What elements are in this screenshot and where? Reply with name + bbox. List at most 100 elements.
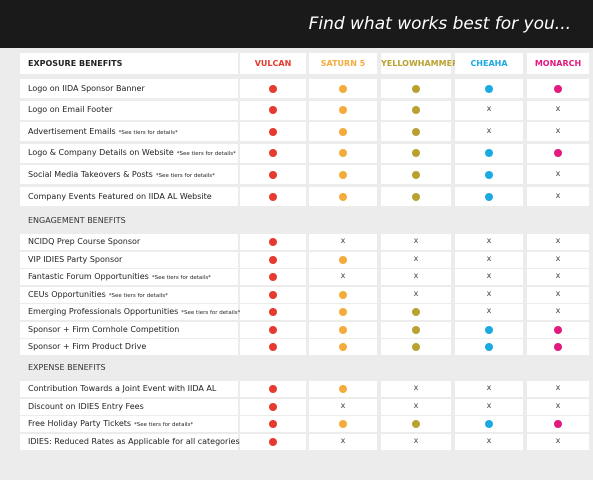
tier-x: x xyxy=(486,271,492,280)
tier-x: x xyxy=(413,288,419,298)
row-label: NCIDQ Prep Course Sponsor xyxy=(28,237,141,246)
tier-dot xyxy=(339,149,347,158)
tier-x: x xyxy=(555,125,561,135)
row-label: VIP IDIES Party Sponsor xyxy=(28,254,123,264)
tier-dot xyxy=(412,127,420,136)
tier-x: x xyxy=(555,104,561,114)
section-title: ENGAGEMENT BENEFITS xyxy=(28,216,126,225)
tier-x: x xyxy=(486,306,492,315)
tier-name: MONARCH xyxy=(534,59,582,68)
tier-dot xyxy=(339,106,347,115)
tier-cell xyxy=(527,304,589,320)
tier-dot xyxy=(269,402,277,411)
row-label-cell xyxy=(20,122,238,142)
row-label-cell xyxy=(20,416,238,432)
row-label: Discount on IDIES Entry Fees xyxy=(28,401,144,411)
tier-dot xyxy=(412,192,420,201)
row-note: *See tiers for details* xyxy=(118,129,178,136)
tier-dot xyxy=(269,84,277,93)
row-note: *See tiers for details* xyxy=(181,310,241,316)
tier-cell xyxy=(527,269,589,285)
tier-cell xyxy=(527,398,589,415)
tier-cell xyxy=(455,381,523,397)
tier-dot xyxy=(339,192,347,201)
tier-x: x xyxy=(413,435,419,445)
tier-x: x xyxy=(486,104,492,114)
tier-cell xyxy=(455,100,523,120)
section-title: EXPENSE BENEFITS xyxy=(28,363,106,372)
tier-dot xyxy=(485,420,493,428)
row-label: Fantastic Forum Opportunities *See tiers … xyxy=(28,272,211,281)
row-label-cell xyxy=(20,187,238,206)
header-title: Find what works best for you... xyxy=(308,14,571,34)
tier-dot xyxy=(269,192,277,201)
tier-cell xyxy=(455,286,523,303)
tier-x: x xyxy=(340,400,346,410)
header-cell xyxy=(20,53,238,74)
tier-cell xyxy=(381,433,451,450)
tier-x: x xyxy=(555,288,561,298)
tier-dot xyxy=(269,238,277,246)
tier-x: x xyxy=(413,400,419,410)
tier-cell xyxy=(527,251,589,268)
tier-x: x xyxy=(555,306,561,315)
tier-cell xyxy=(381,398,451,415)
row-label: Social Media Takeovers & Posts *See tiers… xyxy=(28,169,215,179)
row-note: *See tiers for details* xyxy=(134,422,194,428)
tier-dot xyxy=(269,343,277,351)
tier-name: SATURN 5 xyxy=(320,59,366,68)
tier-dot xyxy=(485,149,493,158)
tier-dot xyxy=(485,325,493,334)
row-note: *See tiers for details* xyxy=(151,275,211,281)
tier-header-cell xyxy=(527,53,589,74)
row-label-cell xyxy=(20,398,238,415)
tier-dot xyxy=(269,308,277,316)
tier-x: x xyxy=(555,435,561,445)
tier-x: x xyxy=(486,435,492,445)
tier-cell xyxy=(527,286,589,303)
tier-dot xyxy=(412,343,420,351)
tier-x: x xyxy=(555,271,561,280)
tier-cell xyxy=(381,286,451,303)
tier-dot xyxy=(339,385,347,393)
tier-cell xyxy=(455,398,523,415)
row-label-cell xyxy=(20,269,238,285)
tier-cell xyxy=(527,234,589,250)
tier-x: x xyxy=(555,190,561,200)
tier-cell xyxy=(455,251,523,268)
tier-cell xyxy=(455,433,523,450)
row-note: *See tiers for details* xyxy=(176,151,236,158)
tier-dot xyxy=(554,149,562,158)
tier-cell xyxy=(527,433,589,450)
row-label-cell xyxy=(20,251,238,268)
tier-x: x xyxy=(486,236,492,245)
row-label-cell xyxy=(20,100,238,120)
tier-cell xyxy=(455,269,523,285)
tier-cell xyxy=(455,304,523,320)
row-label-cell xyxy=(20,381,238,397)
tier-dot xyxy=(485,84,493,93)
tier-dot xyxy=(269,325,277,334)
row-label-cell xyxy=(20,143,238,163)
tier-dot xyxy=(269,149,277,158)
row-label-cell xyxy=(20,234,238,250)
tier-cell xyxy=(381,251,451,268)
tier-dot xyxy=(412,170,420,179)
row-label: IDIES: Reduced Rates as Applicable for a… xyxy=(28,436,240,446)
tier-header-cell xyxy=(381,53,451,74)
section-title: EXPOSURE BENEFITS xyxy=(28,59,123,68)
tier-x: x xyxy=(555,168,561,178)
row-label-cell xyxy=(20,339,238,355)
row-label-cell xyxy=(20,286,238,303)
tier-cell xyxy=(381,381,451,397)
tier-x: x xyxy=(486,400,492,410)
row-label-cell xyxy=(20,165,238,185)
row-label: Sponsor + Firm Product Drive xyxy=(28,342,147,351)
tier-dot xyxy=(412,420,420,428)
tier-x: x xyxy=(486,288,492,298)
tier-dot xyxy=(339,343,347,351)
row-label: Emerging Professionals Opportunities *See… xyxy=(28,307,241,316)
tier-dot xyxy=(269,385,277,393)
tier-x: x xyxy=(555,400,561,410)
tier-dot xyxy=(554,325,562,334)
